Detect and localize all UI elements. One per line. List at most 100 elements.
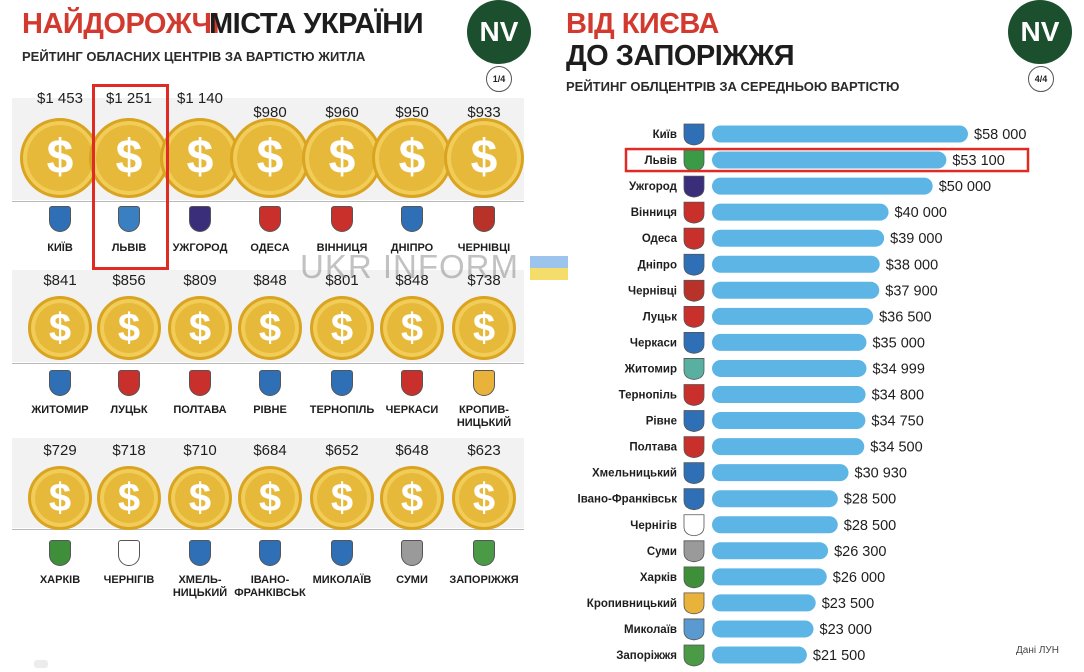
price-label: $809 [183, 272, 217, 289]
dollar-coin-icon: $ [168, 296, 232, 360]
category-label: Вінниця [631, 207, 677, 219]
category-label: Житомир [624, 363, 677, 375]
dollar-coin-icon: $ [380, 296, 444, 360]
city-crest-icon [683, 227, 705, 250]
bar [712, 203, 889, 221]
bar [712, 464, 849, 482]
bar [712, 542, 829, 560]
nv-logo: NV [467, 0, 531, 64]
bar [712, 620, 814, 638]
bar [712, 359, 867, 377]
city-crest-icon [683, 253, 705, 276]
city-crest-icon [189, 370, 211, 396]
bar [712, 333, 867, 351]
price-label: $648 [395, 442, 429, 459]
category-label: Ужгород [629, 181, 678, 193]
city-crest-icon [331, 540, 353, 566]
page-indicator: 4/4 [1028, 66, 1054, 92]
city-crest-icon [401, 540, 423, 566]
city-crest-icon [118, 540, 140, 566]
price-label: $718 [112, 442, 146, 459]
value-label: $34 800 [872, 388, 924, 404]
dollar-coin-icon: $ [97, 466, 161, 530]
ukraine-flag-icon [530, 256, 568, 280]
category-label: Тернопіль [619, 390, 677, 402]
right-title-line2: ДО ЗАПОРІЖЖЯ [566, 40, 795, 72]
bar [712, 516, 838, 534]
category-label: Хмельницький [592, 468, 677, 480]
city-label: ЧЕРКАСИ [385, 404, 439, 416]
city-crest-icon [473, 540, 495, 566]
bar [712, 568, 827, 586]
dollar-coin-icon: $ [310, 466, 374, 530]
city-crest-icon [683, 436, 705, 459]
city-crest-icon [331, 206, 353, 232]
city-label: ТЕРНОПІЛЬ [309, 404, 375, 416]
right-title-line1: ВІД КИЄВА [566, 8, 719, 40]
right-subtitle: РЕЙТИНГ ОБЛЦЕНТРІВ ЗА СЕРЕДНЬОЮ ВАРТІСТЮ [566, 79, 900, 94]
city-crest-icon [259, 206, 281, 232]
city-crest-icon [259, 370, 281, 396]
price-label: $652 [325, 442, 359, 459]
dollar-coin-icon: $ [230, 118, 310, 198]
lviv-highlight-box [624, 147, 1030, 173]
dollar-coin-icon: $ [310, 296, 374, 360]
lviv-highlight-box [92, 84, 169, 270]
dollar-coin-icon: $ [28, 296, 92, 360]
bar [712, 229, 885, 247]
city-crest-icon [683, 644, 705, 667]
bar [712, 125, 968, 143]
city-crest-icon [683, 540, 705, 563]
city-crest-icon [49, 540, 71, 566]
dollar-coin-icon: $ [89, 118, 169, 198]
dollar-coin-icon: $ [380, 466, 444, 530]
category-label: Луцьк [643, 311, 678, 323]
dollar-coin-icon: $ [302, 118, 382, 198]
city-crest-icon [683, 175, 705, 198]
city-crest-icon [683, 592, 705, 615]
city-label: ХАРКІВ [39, 574, 81, 586]
left-infographic: НАЙДОРОЖЧІ МІСТА УКРАЇНИ РЕЙТИНГ ОБЛАСНИ… [0, 0, 532, 672]
price-label: $933 [467, 104, 501, 121]
value-label: $26 000 [833, 570, 885, 586]
price-label: $1 453 [37, 90, 83, 107]
bar [712, 412, 866, 430]
category-label: Полтава [629, 442, 677, 454]
source-note: Дані ЛУН [1016, 645, 1059, 656]
value-label: $23 500 [822, 596, 874, 612]
bar [712, 281, 880, 299]
value-label: $38 000 [886, 257, 938, 273]
city-crest-icon [401, 206, 423, 232]
city-crest-icon [683, 358, 705, 380]
price-label: $801 [325, 272, 359, 289]
bar [712, 386, 866, 403]
city-crest-icon [401, 370, 423, 396]
value-label: $28 500 [844, 492, 896, 508]
value-label: $23 000 [820, 622, 872, 638]
category-label: Суми [647, 546, 677, 558]
city-crest-icon [259, 540, 281, 566]
city-crest-icon [683, 279, 705, 302]
city-crest-icon [683, 410, 705, 432]
price-label: $960 [325, 104, 359, 121]
price-label: $980 [253, 104, 287, 121]
city-crest-icon [331, 370, 353, 396]
category-label: Івано-Франківськ [578, 494, 678, 506]
value-label: $21 500 [813, 648, 865, 664]
left-title-red: НАЙДОРОЖЧІ [22, 8, 220, 40]
category-label: Львів [645, 155, 677, 167]
bar [712, 177, 933, 195]
dollar-coin-icon: $ [444, 118, 524, 198]
bar [712, 490, 838, 508]
value-label: $30 930 [855, 466, 907, 482]
city-crest-icon [49, 206, 71, 232]
city-crest-icon [683, 488, 705, 511]
value-label: $37 900 [885, 283, 937, 299]
price-label: $710 [183, 442, 217, 459]
dollar-coin-icon: $ [97, 296, 161, 360]
left-title-black: МІСТА УКРАЇНИ [209, 8, 424, 40]
price-label: $848 [253, 272, 287, 289]
dollar-coin-icon: $ [452, 296, 516, 360]
city-crest-icon [683, 566, 705, 589]
